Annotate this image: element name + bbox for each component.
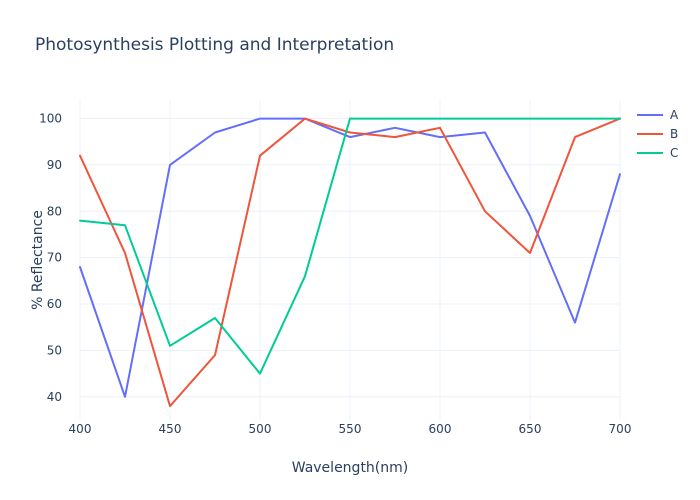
- y-tick-label: 60: [47, 297, 62, 311]
- x-tick-label: 400: [69, 422, 92, 436]
- legend[interactable]: ABC: [637, 108, 679, 160]
- legend-item-b[interactable]: B: [637, 127, 678, 141]
- x-axis-ticks: 400 450 500 550 600 650 700: [69, 422, 632, 436]
- legend-label: B: [670, 127, 678, 141]
- y-tick-label: 70: [47, 251, 62, 265]
- x-tick-label: 600: [429, 422, 452, 436]
- series-line-c[interactable]: [79, 117, 621, 375]
- y-tick-label: 40: [47, 390, 62, 404]
- series-line-b[interactable]: [79, 117, 621, 408]
- y-tick-label: 80: [47, 204, 62, 218]
- legend-label: A: [670, 108, 679, 122]
- x-tick-label: 500: [249, 422, 272, 436]
- series-line-a[interactable]: [79, 117, 621, 398]
- x-tick-label: 550: [339, 422, 362, 436]
- y-axis-title: % Reflectance: [30, 210, 46, 310]
- x-tick-label: 450: [159, 422, 182, 436]
- y-axis-ticks: 40 50 60 70 80 90 100: [39, 112, 62, 404]
- legend-item-a[interactable]: A: [637, 108, 679, 122]
- y-tick-label: 100: [39, 112, 62, 126]
- legend-item-c[interactable]: C: [637, 146, 678, 160]
- chart-title: Photosynthesis Plotting and Interpretati…: [35, 35, 394, 55]
- x-tick-label: 700: [609, 422, 632, 436]
- y-tick-label: 90: [47, 158, 62, 172]
- legend-label: C: [670, 146, 678, 160]
- plot-area: [79, 117, 621, 408]
- y-tick-label: 50: [47, 343, 62, 357]
- x-axis-title: Wavelength(nm): [292, 460, 408, 476]
- x-tick-label: 650: [519, 422, 542, 436]
